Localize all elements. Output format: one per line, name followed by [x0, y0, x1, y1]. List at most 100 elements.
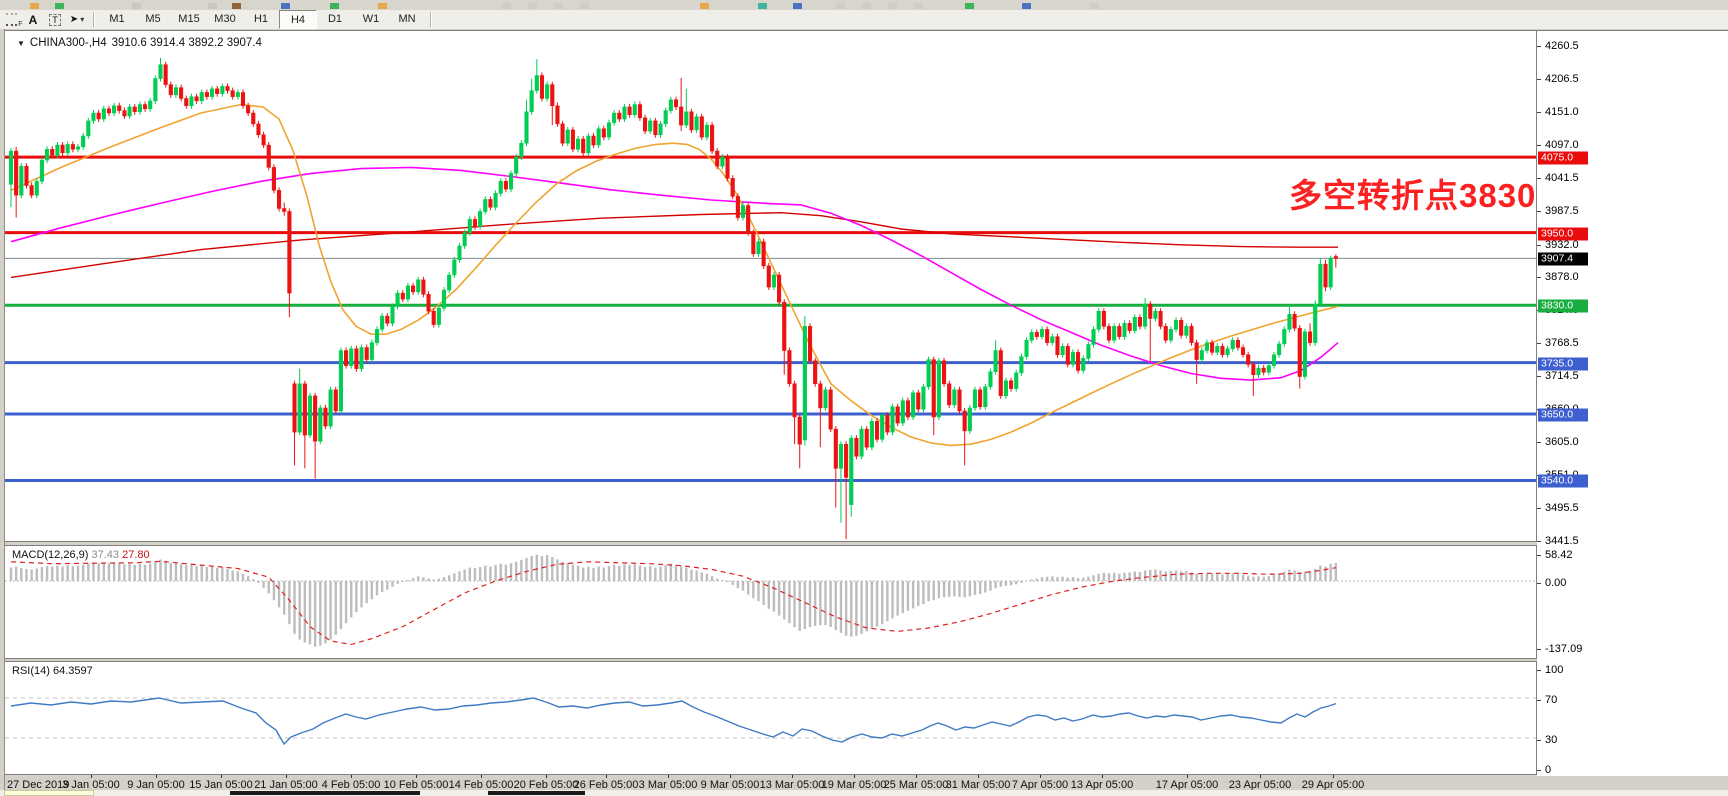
- cutoff-tab-fragment: [488, 791, 585, 795]
- annotation-text[interactable]: 多空转折点3830: [1289, 177, 1537, 214]
- grid-tool-icon[interactable]: [0, 11, 23, 28]
- rsi-value: 64.3597: [52, 665, 93, 677]
- toolbar-icon-fragment: [914, 3, 923, 9]
- window-left-border: [0, 29, 5, 796]
- timeframe-button-m30[interactable]: M30: [214, 12, 236, 25]
- axis-tick-mark: [1537, 376, 1541, 377]
- text-tool-icon[interactable]: A: [28, 12, 38, 27]
- price-level-tag: 4075.0: [1538, 151, 1588, 165]
- price-axis[interactable]: 4260.5 4206.5 4151.0 4097.0 4041.5 3987.5 3932…: [1537, 30, 1728, 776]
- chart-dropdown-icon[interactable]: ▼: [17, 38, 25, 48]
- date-label: 4 Feb 05:00: [321, 779, 381, 791]
- macd-label: MACD(12,26,9) 37.43 27.80: [12, 549, 150, 561]
- date-label: 17 Apr 05:00: [1155, 779, 1219, 791]
- axis-tick-mark: [1537, 508, 1541, 510]
- axis-tick-mark: [1537, 343, 1541, 345]
- axis-tick-label: -137.09: [1545, 642, 1583, 655]
- toolbar-icon-fragment: [528, 3, 537, 9]
- arrow-tool-icon[interactable]: ➤ ▾: [69, 14, 85, 25]
- date-label: 19 Mar 05:00: [821, 779, 887, 791]
- axis-tick-label: 3495.5: [1545, 502, 1579, 515]
- date-label: 9 Mar 05:00: [700, 779, 760, 791]
- date-axis[interactable]: 27 Dec 2019 3 Jan 05:00 9 Jan 05:00 15 Jan …: [4, 775, 1537, 793]
- axis-tick-label: 4206.5: [1545, 72, 1579, 85]
- date-label: 9 Jan 05:00: [127, 779, 185, 791]
- toolbar-icon-fragment: [862, 3, 871, 9]
- macd-panel[interactable]: MACD(12,26,9) 37.43 27.80: [4, 545, 1537, 659]
- date-label: 23 Apr 05:00: [1228, 779, 1292, 791]
- timeframe-button-h4[interactable]: H4: [279, 10, 317, 29]
- axis-tick-label: 3932.0: [1545, 238, 1579, 251]
- toolbar-separator: [430, 12, 431, 27]
- toolbar-icon-fragment: [554, 3, 563, 9]
- date-tick-mark: [1333, 775, 1334, 778]
- axis-tick-label: 0: [1545, 764, 1552, 776]
- date-label: 10 Feb 05:00: [383, 779, 449, 791]
- timeframe-button-h1[interactable]: H1: [253, 12, 269, 25]
- axis-tick-mark: [1537, 178, 1541, 180]
- axis-tick-mark: [1537, 583, 1541, 584]
- timeframe-buttons: M1 M5 M15 M30 H1 H4 D1 W1 MN: [99, 10, 425, 29]
- date-tick-mark: [1260, 775, 1261, 778]
- date-label: 3 Mar 05:00: [638, 779, 698, 791]
- toolbar-icon-fragment: [1090, 3, 1099, 9]
- toolbar-icon-fragment: [700, 3, 709, 9]
- toolbar-icon-fragment: [580, 3, 589, 9]
- toolbar-icon-fragment: [965, 3, 974, 9]
- rsi-panel[interactable]: RSI(14) 64.3597: [4, 661, 1537, 775]
- axis-tick-label: 4041.5: [1545, 172, 1579, 185]
- price-level-tag: 3540.0: [1538, 474, 1588, 488]
- axis-tick-mark: [1537, 442, 1541, 444]
- axis-tick-mark: [1537, 144, 1541, 146]
- timeframe-button-m1[interactable]: M1: [109, 12, 125, 25]
- axis-tick-mark: [1537, 112, 1541, 114]
- cutoff-tab-fragment: [230, 791, 420, 795]
- macd-histogram: [5, 554, 1536, 647]
- chart-window: ▼ CHINA300-,H4 3910.6 3914.4 3892.2 3907…: [0, 29, 1728, 793]
- axis-tick-mark: [1537, 740, 1541, 741]
- date-label: 25 Mar 05:00: [883, 779, 949, 791]
- toolbar-icon-fragment: [330, 3, 339, 9]
- label-tool-icon[interactable]: T: [44, 11, 66, 28]
- date-label: 21 Jan 05:00: [254, 779, 318, 791]
- price-level-tag: 3950.0: [1538, 227, 1588, 241]
- date-tick-mark: [1102, 775, 1103, 778]
- axis-tick-label: 3714.5: [1545, 370, 1579, 382]
- date-label: 27 Dec 2019: [7, 779, 70, 791]
- date-tick-mark: [854, 775, 855, 778]
- date-tick-mark: [546, 775, 547, 778]
- candlestick-chart[interactable]: [5, 31, 1536, 541]
- price-level-tag: 3735.0: [1538, 357, 1588, 371]
- ohlc-values: 3910.6 3914.4 3892.2 3907.4: [111, 37, 262, 49]
- date-tick-mark: [606, 775, 607, 778]
- timeframe-button-d1[interactable]: D1: [327, 12, 343, 25]
- date-tick-mark: [91, 775, 92, 778]
- axis-tick-mark: [1537, 554, 1541, 556]
- axis-tick-mark: [1537, 277, 1541, 279]
- date-tick-mark: [792, 775, 793, 778]
- axis-tick-label: 3987.5: [1545, 205, 1579, 217]
- axis-tick-label: 0.00: [1545, 577, 1567, 589]
- date-label: 7 Apr 05:00: [1011, 779, 1069, 791]
- axis-tick-mark: [1537, 670, 1541, 671]
- timeframe-button-w1[interactable]: W1: [362, 12, 380, 25]
- toolbar-icon-fragment: [208, 3, 217, 9]
- toolbar-icon-fragment: [836, 3, 845, 9]
- timeframe-button-mn[interactable]: MN: [398, 12, 416, 25]
- toolbar-icon-fragment: [758, 3, 767, 9]
- axis-tick-label: 70: [1545, 694, 1558, 706]
- date-tick-mark: [286, 775, 287, 778]
- timeframe-button-m15[interactable]: M15: [178, 12, 200, 25]
- timeframe-button-m5[interactable]: M5: [145, 12, 161, 25]
- price-chart-panel[interactable]: ▼ CHINA300-,H4 3910.6 3914.4 3892.2 3907…: [4, 30, 1537, 542]
- cutoff-panel-fragment: [4, 790, 94, 796]
- date-label: 20 Feb 05:00: [513, 779, 579, 791]
- date-label: 14 Feb 05:00: [448, 779, 514, 791]
- date-tick-mark: [221, 775, 222, 778]
- rsi-line-chart: [5, 697, 1536, 746]
- price-level-tag: 3830.0: [1538, 299, 1588, 313]
- axis-tick-label: 3878.0: [1545, 271, 1579, 284]
- date-label: 29 Apr 05:00: [1301, 779, 1365, 791]
- price-level-tag: 3650.0: [1538, 408, 1588, 422]
